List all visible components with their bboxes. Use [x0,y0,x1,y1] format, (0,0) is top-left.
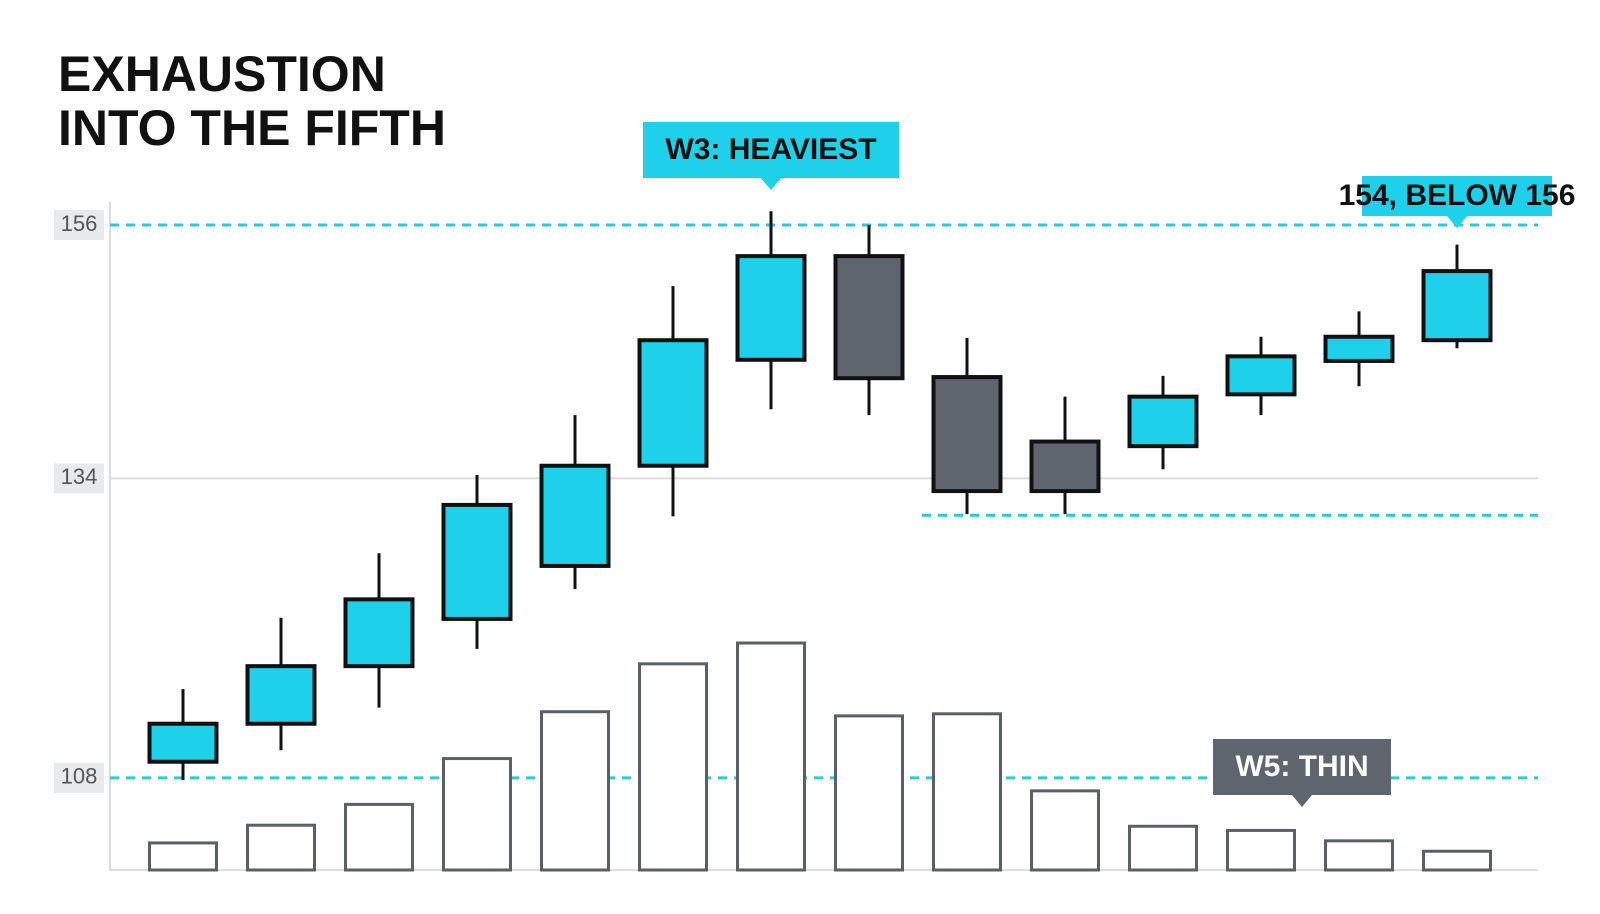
callout-pointer [761,178,781,190]
candle-body [1029,439,1101,494]
callout-box [1213,739,1391,795]
candle-body [735,254,807,362]
y-tick-label: 156 [61,211,98,236]
annotation: W5: THIN [1235,750,1368,783]
candle-body [1323,334,1395,363]
callout-box [643,122,899,178]
candle-body [147,721,219,764]
tick-label-bg [54,463,104,494]
callout-pointer [1292,795,1312,807]
volume-bar [834,714,904,872]
candle-body [1127,394,1199,449]
callout-box [1362,176,1552,216]
volume-bar [246,823,316,872]
chart-title: INTO THE FIFTH [58,100,446,156]
tick-label-bg [54,762,104,793]
annotation: 154, BELOW 156 [1339,179,1576,212]
volume-bar [1324,839,1394,872]
chart-title: EXHAUSTION [58,46,386,102]
volume-bar [1422,849,1492,872]
candle-body [539,463,611,568]
candle-body [833,254,905,381]
candle-body [1225,354,1297,397]
callout-pointer [1447,216,1467,228]
volume-bar [932,712,1002,872]
volume-bar [344,802,414,872]
candle-body [343,597,415,669]
candle-body [1421,269,1493,343]
y-tick-label: 134 [61,464,98,489]
volume-bar [540,710,610,872]
volume-bar [442,757,512,872]
y-tick-label: 108 [61,764,98,789]
volume-bar [148,841,218,872]
candle-body [245,664,317,726]
candle-body [441,502,513,621]
volume-bar [1128,824,1198,872]
tick-label-bg [54,210,104,241]
volume-bar [638,662,708,872]
candle-body [637,338,709,468]
annotation: W3: HEAVIEST [665,133,876,166]
candle-body [931,375,1003,494]
volume-bar [736,641,806,872]
volume-bar [1226,828,1296,872]
volume-bar [1030,789,1100,872]
